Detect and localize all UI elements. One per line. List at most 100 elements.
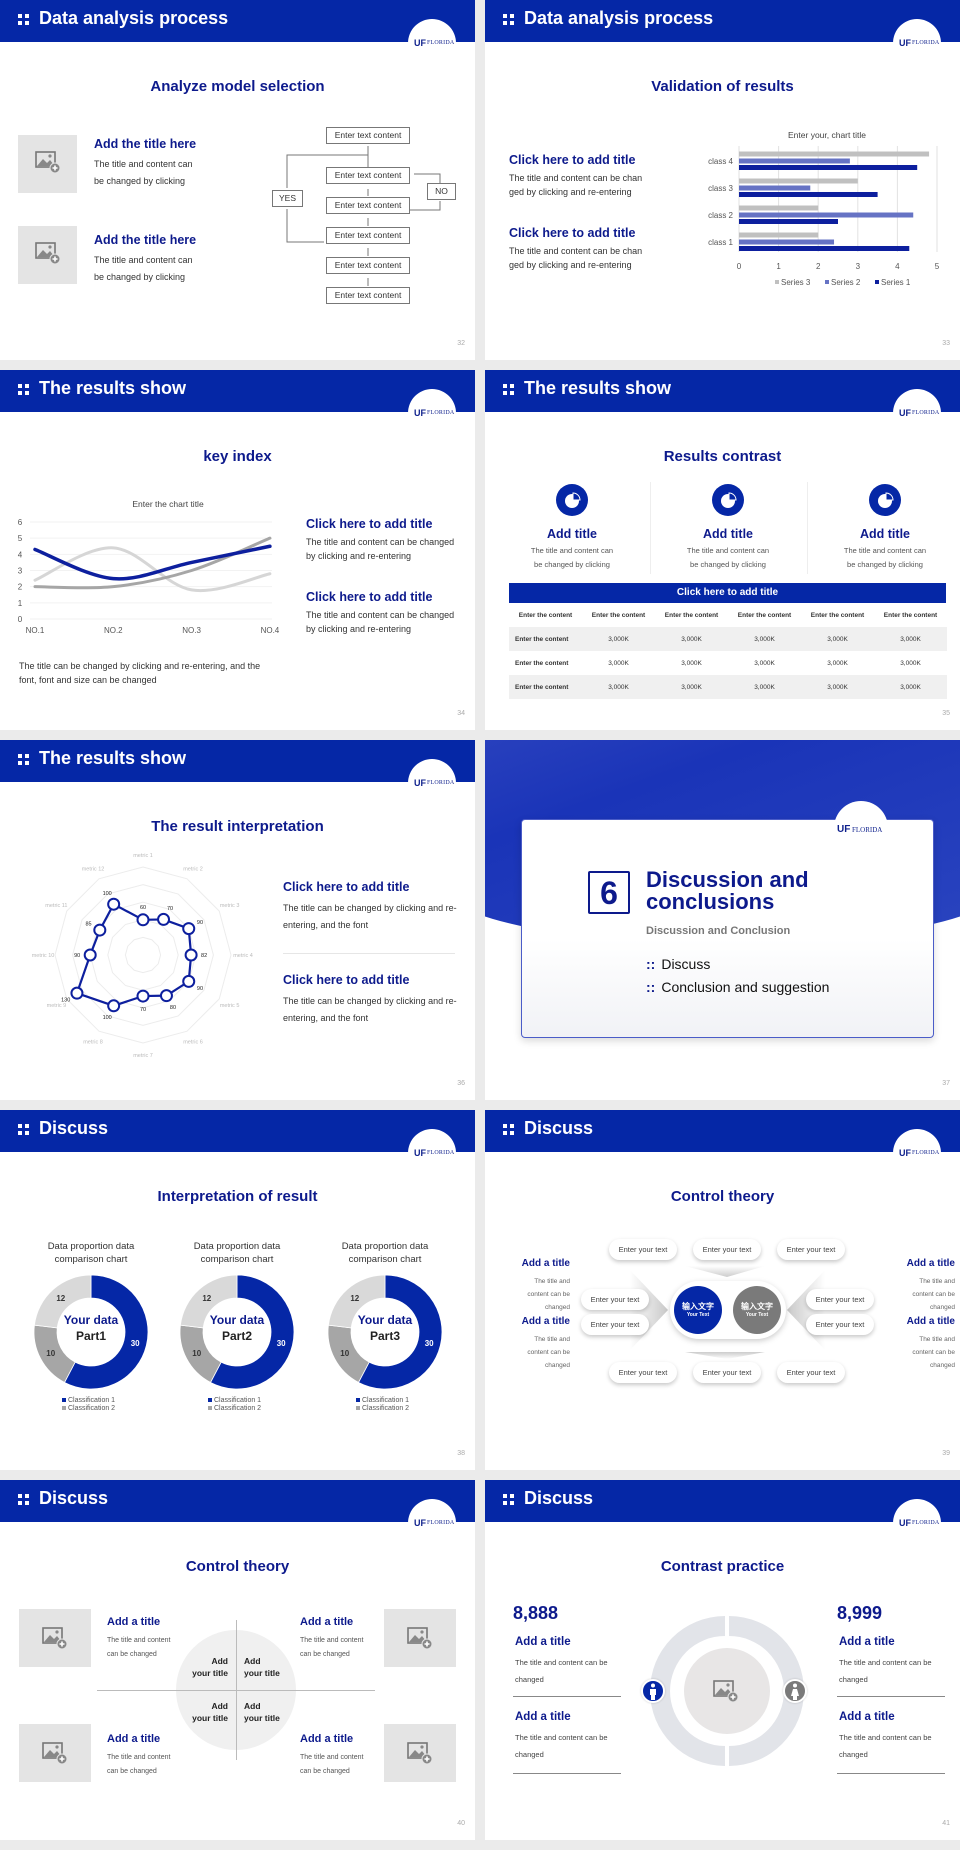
text-pill[interactable]: Enter your text	[777, 1362, 845, 1383]
axis-label: metric 11	[45, 903, 67, 909]
header-bar: Discuss	[0, 1110, 475, 1152]
data-point	[182, 974, 196, 988]
image-placeholder[interactable]	[384, 1609, 456, 1667]
x-tick-label: 0	[737, 262, 742, 271]
slide-36[interactable]: The results show The result interpretati…	[0, 740, 475, 1100]
text-pill[interactable]: Enter your text	[581, 1289, 649, 1310]
item-body: The title and content can be changed	[515, 1658, 608, 1684]
axis-label: metric 8	[83, 1040, 103, 1046]
item-body: The title and content can be changed by …	[306, 537, 455, 561]
logo-mark: UF	[414, 1148, 426, 1158]
axis-label: metric 10	[32, 953, 55, 959]
text-pill[interactable]: Enter your text	[693, 1239, 761, 1260]
logo-name: FLORIDA	[427, 1520, 455, 1526]
table-cell: 3,000K	[801, 675, 874, 699]
quadrant-label[interactable]: Add your title	[164, 1701, 228, 1724]
page-number: 38	[457, 1450, 465, 1457]
header-title: Discuss	[39, 1118, 109, 1138]
node-label-en: Your Text	[686, 1312, 710, 1318]
header-bar: Discuss	[485, 1480, 960, 1522]
legend-swatch	[62, 1406, 66, 1410]
flow-step-box[interactable]: Enter text content	[326, 287, 410, 304]
slide-34[interactable]: The results show key index Enter the cha…	[0, 370, 475, 730]
flow-step-box[interactable]: Enter text content	[326, 257, 410, 274]
bar	[739, 205, 819, 211]
flow-step-box[interactable]: Enter text content	[326, 197, 410, 214]
text-pill[interactable]: Enter your text	[693, 1362, 761, 1383]
legend-swatch	[875, 280, 879, 284]
image-placeholder[interactable]	[19, 1609, 91, 1667]
slide-37-section[interactable]: UF FLORIDA 6 Discussion and conclusions …	[485, 740, 960, 1100]
text-pill[interactable]: Enter your text	[581, 1314, 649, 1335]
university-logo: UF FLORIDA	[408, 389, 456, 437]
center-node-gray[interactable]: 输入文字 Your Text	[733, 1286, 781, 1334]
quadrant-label-line: your title	[244, 1667, 280, 1678]
image-placeholder[interactable]	[18, 226, 77, 284]
text-pill[interactable]: Enter your text	[806, 1289, 874, 1310]
x-tick-label: 3	[856, 262, 861, 271]
flow-yes-label[interactable]: YES	[272, 190, 303, 207]
donut-center-line2: Part2	[221, 1329, 253, 1343]
item-body: The title and content can be changed	[839, 1658, 932, 1684]
data-label: 60	[140, 905, 146, 911]
university-logo: UF FLORIDA	[893, 19, 941, 67]
legend-label: Series 3	[781, 278, 811, 287]
y-tick-label: 3	[18, 567, 23, 576]
slide-39[interactable]: Discuss Control theory 输入文字 Your Text 输入…	[485, 1110, 960, 1470]
flow-no-label[interactable]: NO	[427, 183, 456, 200]
legend-item: Classification 2	[62, 1405, 115, 1412]
section-number: 6	[588, 871, 630, 914]
slide-32[interactable]: Data analysis process Analyze model sele…	[0, 0, 475, 360]
donut-center-line2: Part1	[75, 1329, 107, 1343]
text-pill[interactable]: Enter your text	[806, 1314, 874, 1335]
section-card	[521, 819, 934, 1038]
x-tick-label: 4	[895, 262, 900, 271]
data-point	[157, 912, 171, 926]
item-body: The title and content can be changed	[300, 1754, 364, 1775]
bullet-item[interactable]: :: Conclusion and suggestion	[646, 979, 829, 995]
data-point	[182, 922, 196, 936]
page-number: 39	[942, 1450, 950, 1457]
donut-chart: 30 10 12	[33, 1274, 149, 1390]
center-node-blue[interactable]: 输入文字 Your Text	[674, 1286, 722, 1334]
series-line	[33, 546, 272, 593]
slide-33[interactable]: Data analysis process Validation of resu…	[485, 0, 960, 360]
slide-40[interactable]: Discuss Control theory UF FLORIDA 40 Add a …	[0, 1480, 475, 1840]
data-label: 70	[167, 906, 173, 912]
data-label: 100	[103, 1015, 112, 1021]
bullet-item[interactable]: :: Discuss	[646, 956, 710, 972]
slide-38[interactable]: Discuss Interpretation of result UF FLORI…	[0, 1110, 475, 1470]
image-placeholder[interactable]	[19, 1724, 91, 1782]
data-point	[107, 897, 121, 911]
slide-41[interactable]: Discuss Contrast practice UF FLORIDA 41 8,8…	[485, 1480, 960, 1840]
text-pill[interactable]: Enter your text	[777, 1239, 845, 1260]
donut-slice	[33, 1274, 92, 1329]
flow-step-box[interactable]: Enter text content	[326, 127, 410, 144]
item-title: Add a title	[839, 1711, 895, 1723]
quadrant-label[interactable]: Add your title	[244, 1701, 308, 1724]
bar	[739, 232, 819, 238]
quadrant-label[interactable]: Add your title	[164, 1656, 228, 1679]
text-pill[interactable]: Enter your text	[609, 1239, 677, 1260]
legend-item: Classification 1	[208, 1397, 261, 1404]
axis-label: metric 9	[47, 1003, 67, 1009]
page-number: 35	[942, 710, 950, 717]
flow-step-box[interactable]: Enter text content	[326, 227, 410, 244]
data-point	[93, 923, 107, 937]
image-placeholder[interactable]	[384, 1724, 456, 1782]
text-pill[interactable]: Enter your text	[609, 1362, 677, 1383]
side-title: Add a title	[521, 1316, 570, 1327]
divider	[513, 1696, 621, 1697]
image-placeholder[interactable]	[18, 135, 77, 193]
legend-swatch	[208, 1398, 212, 1402]
axis-label: metric 6	[183, 1040, 203, 1046]
slide-35[interactable]: The results show Results contrast Click …	[485, 370, 960, 730]
quadrant-label[interactable]: Add your title	[244, 1656, 308, 1679]
table-cell: 3,000K	[874, 675, 947, 699]
university-logo: UF FLORIDA	[408, 1499, 456, 1547]
table-title[interactable]: Click here to add title	[509, 583, 946, 603]
donut-chart-title: Data proportion data comparison chart	[47, 1241, 135, 1265]
flow-step-box[interactable]: Enter text content	[326, 167, 410, 184]
divider	[807, 482, 808, 574]
add-image-icon[interactable]	[713, 1679, 739, 1708]
